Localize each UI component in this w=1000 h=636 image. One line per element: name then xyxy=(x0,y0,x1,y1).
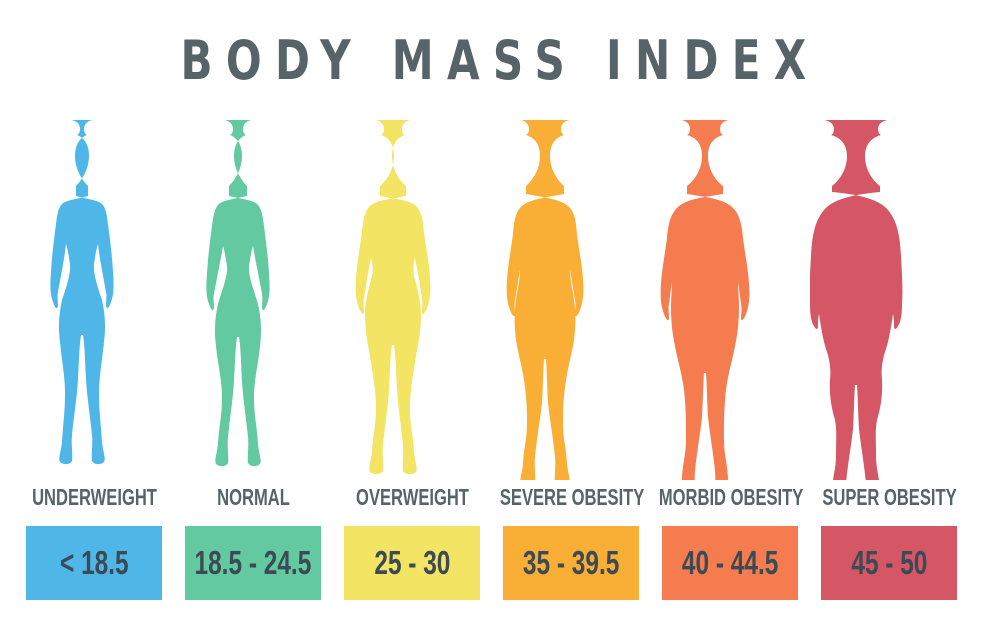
category-label: SUPER OBESITY xyxy=(822,484,957,510)
range-box: 35 - 39.5 xyxy=(503,526,639,600)
normal-silhouette-icon xyxy=(174,118,333,480)
range-box: 45 - 50 xyxy=(821,526,957,600)
page-title: BODY MASS INDEX xyxy=(180,29,820,92)
bmi-category-overweight: OVERWEIGHT 25 - 30 xyxy=(333,118,492,608)
body-silhouette-svg xyxy=(660,120,750,480)
bmi-category-morbid-obesity: MORBID OBESITY 40 - 44.5 xyxy=(651,118,810,608)
body-silhouette-svg xyxy=(50,120,114,465)
bmi-category-severe-obesity: SEVERE OBESITY 35 - 39.5 xyxy=(492,118,651,608)
range-box: < 18.5 xyxy=(26,526,162,600)
category-label: MORBID OBESITY xyxy=(658,484,804,510)
range-value: < 18.5 xyxy=(59,544,129,581)
category-label: SEVERE OBESITY xyxy=(499,484,645,510)
super-obesity-silhouette-icon xyxy=(810,118,969,480)
range-value: 18.5 - 24.5 xyxy=(194,544,312,581)
body-silhouette-svg xyxy=(506,120,584,480)
range-box: 25 - 30 xyxy=(344,526,480,600)
range-value: 45 - 50 xyxy=(850,544,928,581)
body-silhouette-svg xyxy=(810,120,903,480)
overweight-silhouette-icon xyxy=(333,118,492,480)
bmi-category-super-obesity: SUPER OBESITY 45 - 50 xyxy=(810,118,969,608)
severe-obesity-silhouette-icon xyxy=(492,118,651,480)
body-silhouette-svg xyxy=(355,120,431,475)
range-value: 35 - 39.5 xyxy=(522,544,620,581)
range-value: 25 - 30 xyxy=(373,544,451,581)
morbid-obesity-silhouette-icon xyxy=(651,118,810,480)
category-label: OVERWEIGHT xyxy=(356,484,469,510)
range-box: 40 - 44.5 xyxy=(662,526,798,600)
range-value: 40 - 44.5 xyxy=(681,544,779,581)
category-label: NORMAL xyxy=(217,484,290,510)
bmi-category-underweight: UNDERWEIGHT < 18.5 xyxy=(15,118,174,608)
category-label: UNDERWEIGHT xyxy=(32,484,157,510)
body-silhouette-svg xyxy=(206,120,270,467)
underweight-silhouette-icon xyxy=(15,118,174,480)
range-box: 18.5 - 24.5 xyxy=(185,526,321,600)
bmi-category-normal: NORMAL 18.5 - 24.5 xyxy=(174,118,333,608)
